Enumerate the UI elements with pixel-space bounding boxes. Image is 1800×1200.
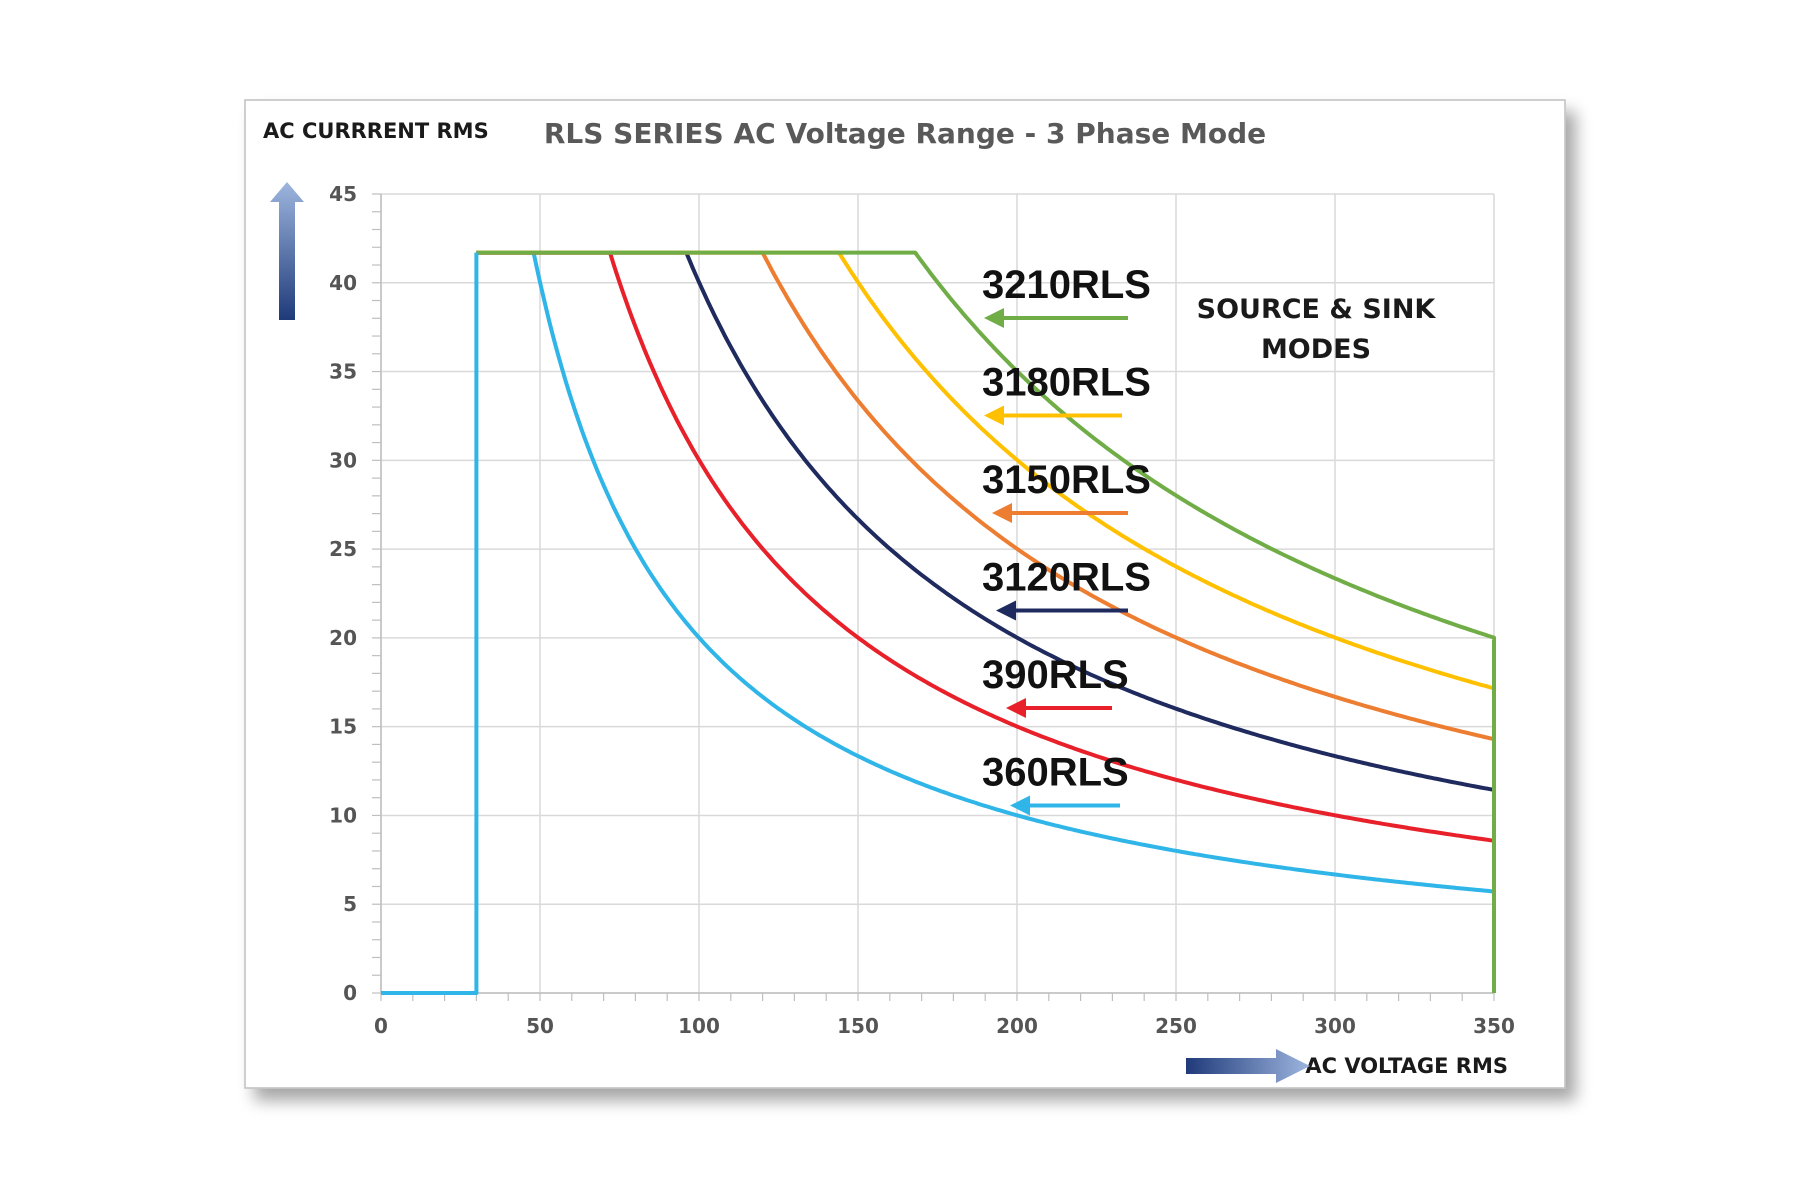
x-tick-label: 300 xyxy=(1314,1014,1356,1038)
x-axis-arrow xyxy=(1186,1049,1310,1083)
series-line-390rls xyxy=(476,250,1496,993)
y-axis-arrow xyxy=(270,182,304,320)
series-label-3180rls: 3180RLS xyxy=(982,361,1151,405)
gridlines xyxy=(372,193,1495,1001)
y-tick-label: 15 xyxy=(329,715,357,739)
tick-labels: 0 5 10 15 20 25 30 35 40 45 0 50 100 150 200 250 300 350 xyxy=(329,182,1515,1038)
series-label-390rls: 390RLS xyxy=(982,653,1129,697)
x-tick-label: 350 xyxy=(1473,1014,1515,1038)
series-line-3150rls xyxy=(476,250,1496,993)
x-axis-label: AC VOLTAGE RMS xyxy=(1305,1054,1508,1078)
series-arrow-head-3180rls xyxy=(984,405,1004,426)
y-tick-label: 20 xyxy=(329,626,357,650)
chart-title: RLS SERIES AC Voltage Range - 3 Phase Mo… xyxy=(544,117,1266,150)
series-line-3210rls xyxy=(476,250,1496,993)
x-tick-label: 150 xyxy=(837,1014,879,1038)
series-line-3120rls xyxy=(476,250,1496,993)
y-axis-label: AC CURRRENT RMS xyxy=(263,119,489,143)
x-tick-label: 50 xyxy=(526,1014,554,1038)
series-label-360rls: 360RLS xyxy=(982,751,1129,795)
series-label-3210rls: 3210RLS xyxy=(982,263,1151,307)
series-arrow-head-390rls xyxy=(1006,698,1026,718)
y-tick-label: 40 xyxy=(329,271,357,295)
y-tick-label: 30 xyxy=(329,448,357,472)
series-labels: 3210RLS 3180RLS 3150RLS 3120RLS 390RLS 360RLS xyxy=(982,263,1151,816)
series-label-3120rls: 3120RLS xyxy=(982,556,1151,600)
annotation-line-1: SOURCE & SINK xyxy=(1197,294,1437,325)
x-tick-label: 250 xyxy=(1155,1014,1197,1038)
y-tick-label: 10 xyxy=(329,803,357,827)
x-tick-label: 100 xyxy=(678,1014,720,1038)
y-tick-label: 45 xyxy=(329,182,357,206)
y-tick-label: 25 xyxy=(329,537,357,561)
x-tick-label: 0 xyxy=(374,1014,388,1038)
series-arrow-head-360rls xyxy=(1010,795,1030,816)
x-tick-label: 200 xyxy=(996,1014,1038,1038)
series-arrow-head-3120rls xyxy=(996,600,1016,621)
chart-frame xyxy=(244,99,1566,1089)
series-base-segment xyxy=(381,252,479,995)
series-arrow-head-3150rls xyxy=(992,503,1012,523)
series-arrow-head-3210rls xyxy=(984,308,1004,328)
annotation-line-2: MODES xyxy=(1261,334,1371,365)
series-label-3150rls: 3150RLS xyxy=(982,458,1151,502)
y-tick-label: 35 xyxy=(329,360,357,384)
series-lines xyxy=(381,250,1496,995)
y-tick-label: 0 xyxy=(343,981,357,1005)
y-tick-label: 5 xyxy=(343,892,357,916)
series-line-360rls xyxy=(476,250,1496,993)
series-line-3180rls xyxy=(476,250,1496,993)
